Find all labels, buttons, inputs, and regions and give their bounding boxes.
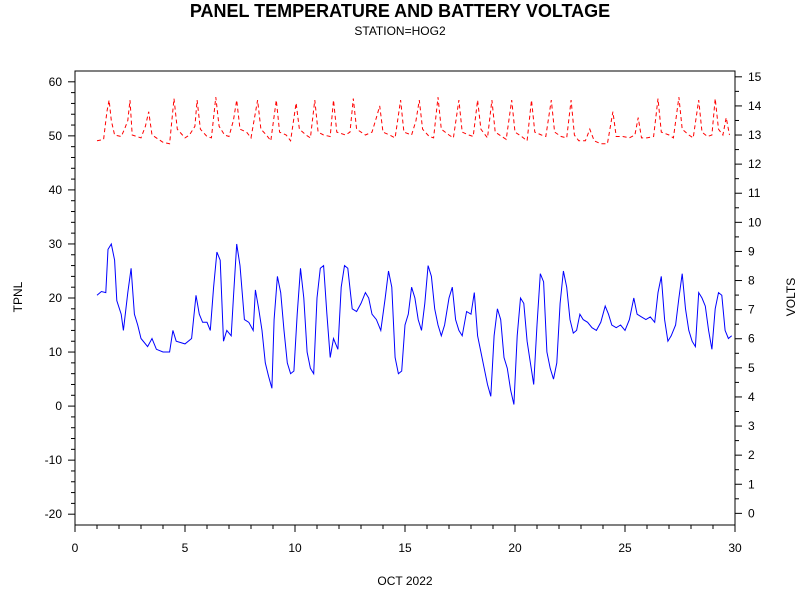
y-left-tick-label: 50 <box>49 129 63 143</box>
y-left-tick-label: 40 <box>49 183 63 197</box>
x-tick-label: 10 <box>288 541 302 555</box>
x-tick-label: 20 <box>508 541 522 555</box>
x-tick-label: 25 <box>618 541 632 555</box>
y-right-tick-label: 12 <box>748 157 762 171</box>
y-left-tick-label: 30 <box>49 237 63 251</box>
y-right-tick-label: 6 <box>748 332 755 346</box>
x-tick-label: 5 <box>182 541 189 555</box>
x-axis-label: OCT 2022 <box>377 574 432 588</box>
y-left-tick-label: 20 <box>49 291 63 305</box>
chart-title: PANEL TEMPERATURE AND BATTERY VOLTAGE <box>190 1 610 21</box>
series-line-voltage <box>96 97 730 145</box>
x-tick-label: 0 <box>72 541 79 555</box>
y-right-tick-label: 15 <box>748 70 762 84</box>
y-right-tick-label: 1 <box>748 477 755 491</box>
x-tick-label: 15 <box>398 541 412 555</box>
y-right-tick-label: 0 <box>748 506 755 520</box>
plot-frame <box>74 70 736 526</box>
y-right-tick-label: 5 <box>748 361 755 375</box>
y-left-tick-label: -20 <box>45 507 63 521</box>
y-right-tick-label: 7 <box>748 303 755 317</box>
y-right-tick-label: 11 <box>748 186 761 200</box>
y-right-tick-label: 4 <box>748 390 755 404</box>
y-left-tick-label: 10 <box>49 345 63 359</box>
y-left-tick-label: -10 <box>45 453 63 467</box>
y-axis-left-label: TPNL <box>11 281 25 312</box>
y-right-tick-label: 8 <box>748 274 755 288</box>
y-right-tick-label: 9 <box>748 244 755 258</box>
y-left-tick-label: 0 <box>55 399 62 413</box>
y-right-tick-label: 2 <box>748 448 755 462</box>
y-right-tick-label: 13 <box>748 128 762 142</box>
x-axis-ticks: 0 5 10 15 20 25 30 <box>72 525 742 555</box>
chart-subtitle: STATION=HOG2 <box>354 24 446 38</box>
y-right-tick-label: 14 <box>748 99 762 113</box>
series-line-temperature <box>96 242 733 405</box>
y-right-tick-label: 10 <box>748 215 762 229</box>
series-layer <box>96 97 733 405</box>
y-axis-left-ticks: -20 -10 0 10 20 30 40 50 60 <box>45 75 75 521</box>
y-axis-right-label: VOLTS <box>784 278 798 316</box>
y-right-tick-label: 3 <box>748 419 755 433</box>
x-tick-label: 30 <box>728 541 742 555</box>
y-left-tick-label: 60 <box>49 75 63 89</box>
